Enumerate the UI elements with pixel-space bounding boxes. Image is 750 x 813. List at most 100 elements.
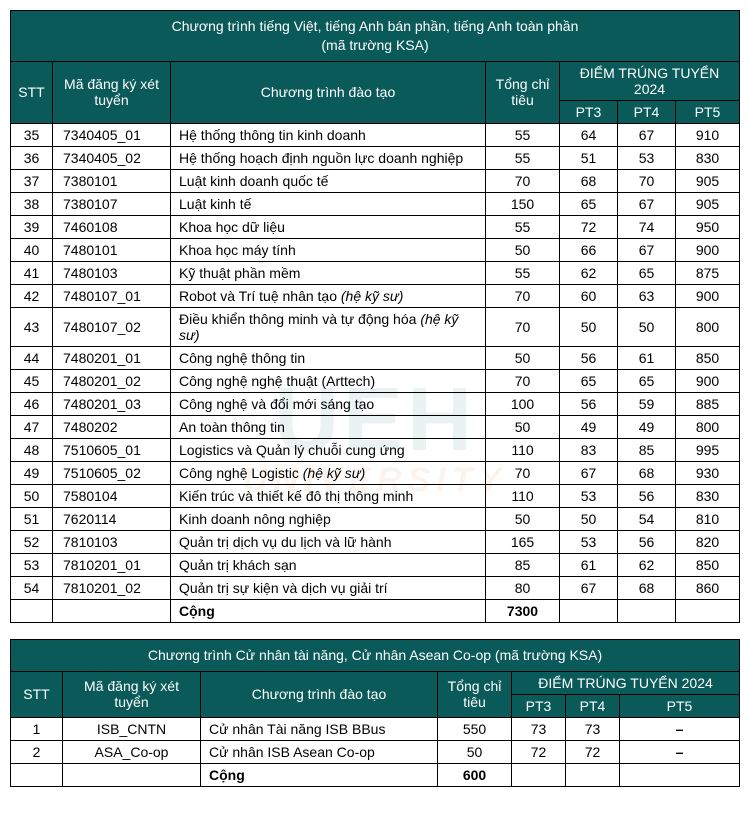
cell-pt4: 63 <box>618 284 676 307</box>
table-talent-ksa: Chương trình Cử nhân tài năng, Cử nhân A… <box>10 639 740 787</box>
cell-pt3: 50 <box>560 507 618 530</box>
cell-code: 7510605_02 <box>53 461 171 484</box>
cell-program: Luật kinh tế <box>171 192 486 215</box>
table1-title: Chương trình tiếng Việt, tiếng Anh bán p… <box>11 11 740 62</box>
total-label: Cộng <box>171 599 486 622</box>
table-row: 527810103Quản trị dịch vụ du lịch và lữ … <box>11 530 740 553</box>
cell-code: 7480107_01 <box>53 284 171 307</box>
cell-pt3: 65 <box>560 192 618 215</box>
cell-pt4: 56 <box>618 530 676 553</box>
table-row: 427480107_01Robot và Trí tuệ nhân tạo (h… <box>11 284 740 307</box>
cell-pt4: 67 <box>618 192 676 215</box>
cell-pt5: 930 <box>676 461 740 484</box>
cell-pt3: 53 <box>560 484 618 507</box>
cell-stt: 41 <box>11 261 53 284</box>
cell-pt5: 905 <box>676 192 740 215</box>
cell-pt5: 900 <box>676 284 740 307</box>
cell-quota: 550 <box>438 717 512 740</box>
table-row: 387380107Luật kinh tế1506567905 <box>11 192 740 215</box>
cell-pt3: 73 <box>512 717 566 740</box>
cell-stt: 36 <box>11 146 53 169</box>
table-programs-ksa: Chương trình tiếng Việt, tiếng Anh bán p… <box>10 10 740 623</box>
cell-pt5: 900 <box>676 238 740 261</box>
table-row: 2ASA_Co-opCử nhân ISB Asean Co-op507272– <box>11 740 740 763</box>
cell-program: Cử nhân ISB Asean Co-op <box>201 740 438 763</box>
cell-stt: 53 <box>11 553 53 576</box>
cell-pt3: 56 <box>560 346 618 369</box>
cell-stt: 38 <box>11 192 53 215</box>
cell-code: 7580104 <box>53 484 171 507</box>
table-row: 437480107_02Điều khiển thông minh và tự … <box>11 307 740 346</box>
cell-program: Robot và Trí tuệ nhân tạo (hệ kỹ sư) <box>171 284 486 307</box>
cell-program: Điều khiển thông minh và tự động hóa (hệ… <box>171 307 486 346</box>
cell-stt: 44 <box>11 346 53 369</box>
table1-total-row: Cộng7300 <box>11 599 740 622</box>
cell-code: 7480107_02 <box>53 307 171 346</box>
cell-stt: 52 <box>11 530 53 553</box>
cell-program: Kinh doanh nông nghiệp <box>171 507 486 530</box>
t2-col-pt5: PT5 <box>620 694 740 717</box>
cell-stt: 37 <box>11 169 53 192</box>
cell-stt: 39 <box>11 215 53 238</box>
col-program: Chương trình đào tạo <box>171 61 486 123</box>
t2-col-score-group: ĐIỂM TRÚNG TUYỂN 2024 <box>512 671 740 694</box>
cell-pt4: 56 <box>618 484 676 507</box>
table-row: 457480201_02Công nghệ nghệ thuật (Arttec… <box>11 369 740 392</box>
cell-pt4: 49 <box>618 415 676 438</box>
cell-pt3: 68 <box>560 169 618 192</box>
col-score-group: ĐIỂM TRÚNG TUYỂN 2024 <box>560 61 740 100</box>
cell-code: 7810201_01 <box>53 553 171 576</box>
cell-program: Hệ thống hoạch định nguồn lực doanh nghi… <box>171 146 486 169</box>
table-row: 507580104Kiến trúc và thiết kế đô thị th… <box>11 484 740 507</box>
cell-quota: 165 <box>486 530 560 553</box>
cell-stt: 47 <box>11 415 53 438</box>
cell-stt: 48 <box>11 438 53 461</box>
cell-pt4: 74 <box>618 215 676 238</box>
cell-code: 7480201_02 <box>53 369 171 392</box>
cell-pt4: 65 <box>618 369 676 392</box>
cell-pt3: 49 <box>560 415 618 438</box>
cell-stt: 51 <box>11 507 53 530</box>
cell-pt3: 72 <box>512 740 566 763</box>
total-quota: 7300 <box>486 599 560 622</box>
cell-stt: 45 <box>11 369 53 392</box>
cell-stt: 46 <box>11 392 53 415</box>
cell-code: 7480202 <box>53 415 171 438</box>
table-row: 517620114Kinh doanh nông nghiệp505054810 <box>11 507 740 530</box>
cell-program: An toàn thông tin <box>171 415 486 438</box>
cell-quota: 55 <box>486 261 560 284</box>
cell-pt3: 51 <box>560 146 618 169</box>
cell-pt5: 885 <box>676 392 740 415</box>
cell-code: 7810103 <box>53 530 171 553</box>
cell-pt4: 73 <box>566 717 620 740</box>
table-row: 547810201_02Quản trị sự kiện và dịch vụ … <box>11 576 740 599</box>
cell-pt5: 810 <box>676 507 740 530</box>
cell-pt4: 70 <box>618 169 676 192</box>
t2-col-program: Chương trình đào tạo <box>201 671 438 717</box>
table2-total-row: Cộng600 <box>11 763 740 786</box>
cell-quota: 110 <box>486 438 560 461</box>
cell-pt5: 830 <box>676 146 740 169</box>
table-row: 477480202An toàn thông tin504949800 <box>11 415 740 438</box>
cell-stt: 49 <box>11 461 53 484</box>
cell-pt5: 910 <box>676 123 740 146</box>
col-quota: Tổng chỉ tiêu <box>486 61 560 123</box>
cell-pt5: 875 <box>676 261 740 284</box>
table2-title: Chương trình Cử nhân tài năng, Cử nhân A… <box>11 639 740 671</box>
table-row: 357340405_01Hệ thống thông tin kinh doan… <box>11 123 740 146</box>
cell-pt3: 61 <box>560 553 618 576</box>
table1-title-line2: (mã trường KSA) <box>321 37 428 53</box>
cell-pt4: 72 <box>566 740 620 763</box>
table-row: 447480201_01Công nghệ thông tin505661850 <box>11 346 740 369</box>
cell-pt5: – <box>620 717 740 740</box>
cell-program: Cử nhân Tài năng ISB BBus <box>201 717 438 740</box>
table-row: 1ISB_CNTNCử nhân Tài năng ISB BBus550737… <box>11 717 740 740</box>
col-pt5: PT5 <box>676 100 740 123</box>
cell-program: Khoa học máy tính <box>171 238 486 261</box>
cell-code: 7480201_03 <box>53 392 171 415</box>
cell-pt4: 85 <box>618 438 676 461</box>
cell-program: Quản trị dịch vụ du lịch và lữ hành <box>171 530 486 553</box>
t2-col-stt: STT <box>11 671 63 717</box>
cell-pt5: 950 <box>676 215 740 238</box>
cell-code: ISB_CNTN <box>63 717 201 740</box>
